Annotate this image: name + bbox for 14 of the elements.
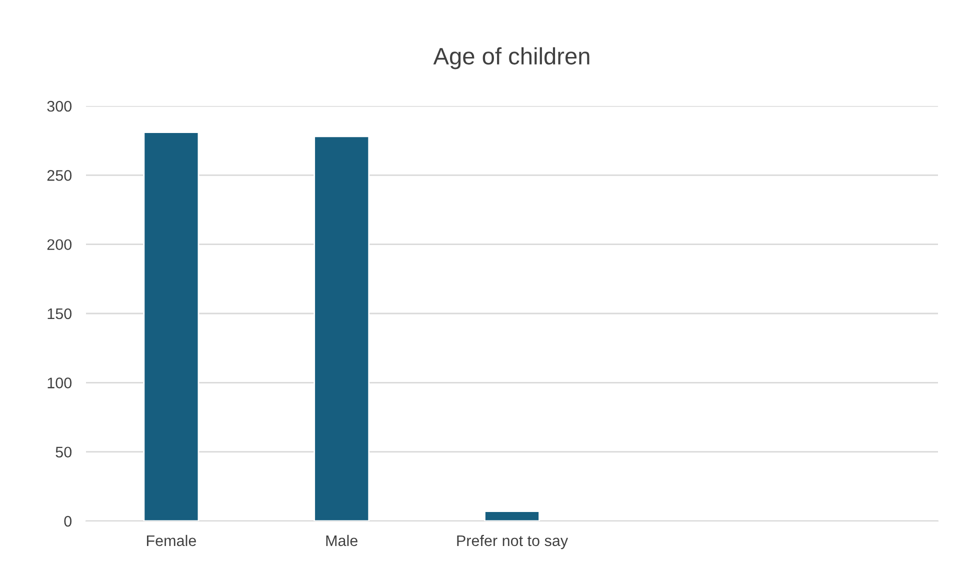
- bar: [484, 510, 540, 521]
- bar: [314, 136, 370, 521]
- y-tick-label: 300: [47, 100, 72, 112]
- y-tick-label: 50: [56, 446, 72, 458]
- bar: [143, 132, 200, 521]
- y-tick-label: 0: [64, 516, 72, 527]
- x-tick-label: Female: [146, 534, 196, 546]
- y-tick-label: 100: [48, 378, 72, 388]
- y-tick-label: 150: [48, 308, 72, 320]
- chart-title: Age of children: [433, 47, 590, 70]
- x-tick-label: Prefer not to say: [457, 534, 568, 550]
- x-tick-label: Male: [326, 534, 358, 546]
- y-tick-label: 200: [47, 239, 72, 250]
- y-tick-label: 250: [47, 170, 72, 181]
